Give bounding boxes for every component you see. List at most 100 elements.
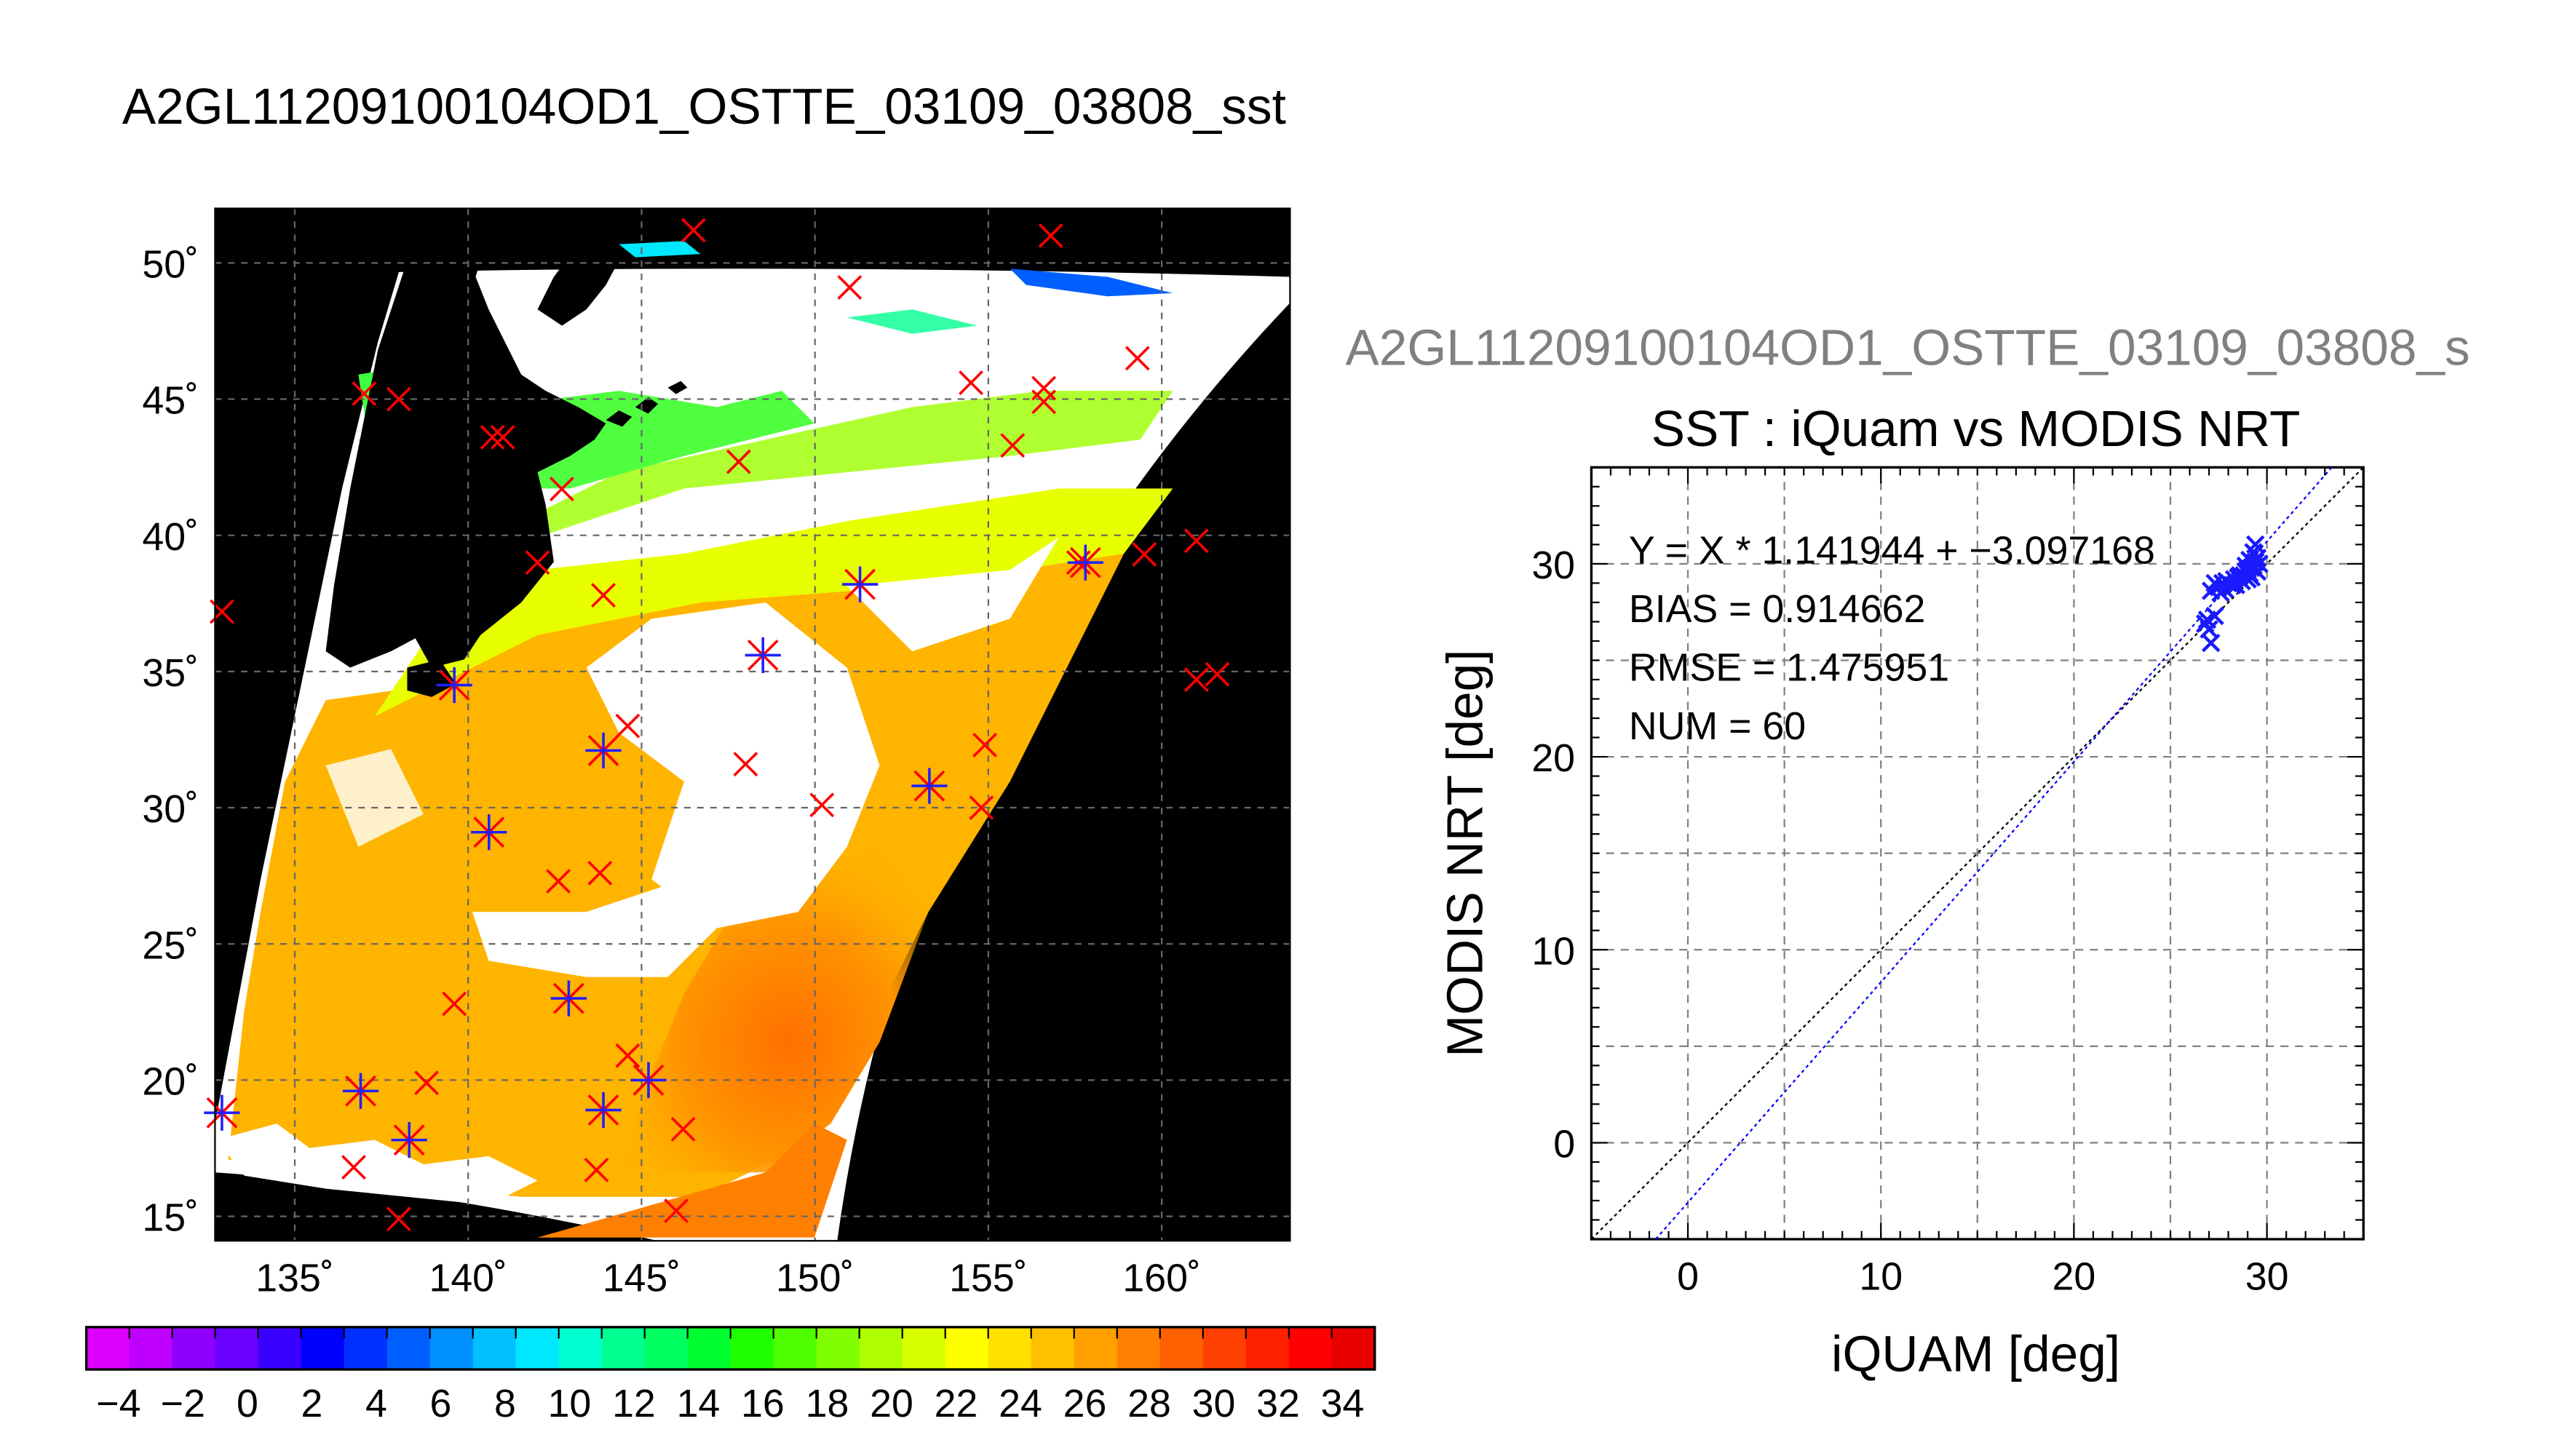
colorbar-label: −2 <box>161 1382 205 1425</box>
colorbar-cell <box>1031 1326 1075 1370</box>
red-x-marker <box>584 1158 609 1182</box>
lat-tick-label: 35˚ <box>142 651 199 695</box>
asterisk-marker <box>550 980 587 1017</box>
colorbar-cell <box>945 1326 989 1370</box>
colorbar-label: 2 <box>301 1382 322 1425</box>
scatter-ticks <box>1591 467 2364 1240</box>
colorbar-cell <box>215 1326 259 1370</box>
colorbar-cell <box>472 1326 517 1370</box>
red-x-marker <box>587 860 613 886</box>
red-x-marker <box>972 733 998 757</box>
marker-stroke <box>972 733 998 757</box>
colorbar-label: 30 <box>1192 1382 1236 1425</box>
asterisk-marker <box>630 1062 667 1099</box>
sst-hot-south <box>537 1123 847 1238</box>
colorbar-cell <box>172 1326 216 1370</box>
red-x-marker <box>681 218 706 243</box>
red-x-marker <box>809 792 835 818</box>
colorbar-label: 34 <box>1321 1382 1365 1425</box>
marker-stroke <box>809 792 835 818</box>
lon-tick-label: 150˚ <box>776 1257 854 1300</box>
lon-tick-label: 160˚ <box>1122 1257 1200 1300</box>
marker-stroke <box>969 795 994 820</box>
colorbar-label: −4 <box>96 1382 140 1425</box>
marker-stroke <box>664 1198 689 1224</box>
marker-stroke <box>1132 541 1157 567</box>
colorbar-cell <box>773 1326 817 1370</box>
marker-stroke <box>414 1070 439 1096</box>
red-x-marker <box>386 386 411 412</box>
colorbar-label: 6 <box>429 1382 451 1425</box>
sst-mid-band <box>374 488 1173 717</box>
colorbar-label: 4 <box>365 1382 387 1425</box>
point-stroke <box>2250 554 2269 573</box>
lat-tick-label: 25˚ <box>142 923 199 967</box>
x-tick-labels: 0 10 20 30 <box>1677 1254 2288 1298</box>
y-axis-label: MODIS NRT [deg] <box>1436 650 1493 1057</box>
red-x-marker <box>386 1206 411 1232</box>
red-x-marker <box>726 449 751 474</box>
red-x-marker <box>837 275 862 300</box>
colorbar-label: 18 <box>806 1382 849 1425</box>
red-x-marker <box>341 1155 366 1180</box>
marker-stroke <box>1183 667 1209 693</box>
marker-stroke <box>352 381 377 406</box>
red-x-marker <box>664 1198 689 1224</box>
lat-tick-label: 45˚ <box>142 379 199 423</box>
lon-tick-label: 155˚ <box>949 1257 1027 1300</box>
asterisk-marker <box>391 1122 427 1158</box>
marker-stroke <box>341 1155 366 1180</box>
marker-stroke <box>837 275 862 300</box>
red-x-marker <box>525 550 550 576</box>
cloud-west <box>325 749 424 847</box>
y-tick-label: 10 <box>1531 929 1575 973</box>
colorbar-cell <box>601 1326 646 1370</box>
red-x-marker <box>1031 389 1057 415</box>
red-x-marker <box>1038 223 1063 248</box>
y-tick-labels: 0 10 20 30 <box>1531 544 1575 1166</box>
red-x-marker <box>670 1116 696 1142</box>
colorbar-label: 16 <box>741 1382 785 1425</box>
marker-stroke <box>1031 389 1057 415</box>
red-x-marker <box>733 752 758 777</box>
scatter-title: SST : iQuam vs MODIS NRT <box>1651 400 2301 457</box>
asterisk-marker <box>342 1073 379 1109</box>
scatter-point <box>2226 576 2245 594</box>
colorbar-cell <box>1117 1326 1161 1370</box>
marker-stroke <box>525 550 550 576</box>
colorbar-cell <box>816 1326 860 1370</box>
sst-hot-core <box>619 846 929 1173</box>
asterisk-marker <box>436 667 472 704</box>
main-title: A2GL11209100104OD1_OSTTE_03109_03808_sst <box>122 78 1286 135</box>
scatter-supertitle: A2GL11209100104OD1_OSTTE_03109_03808_s <box>1346 319 2470 375</box>
colorbar-cell <box>515 1326 560 1370</box>
marker-stroke <box>480 424 505 450</box>
red-x-marker <box>352 381 377 406</box>
scatter-point <box>2201 633 2221 653</box>
asterisk-marker <box>204 1094 240 1131</box>
land-shikoku <box>407 659 456 697</box>
colorbar-label: 12 <box>612 1382 656 1425</box>
scatter-point <box>2245 535 2265 554</box>
red-x-marker <box>546 869 571 894</box>
colorbar-cell <box>1074 1326 1118 1370</box>
lon-tick-label: 145˚ <box>603 1257 681 1300</box>
marker-stroke <box>726 449 751 474</box>
lon-tick-label: 140˚ <box>429 1257 507 1300</box>
marker-stroke <box>615 713 641 739</box>
scatter-point <box>2215 579 2234 599</box>
red-x-marker <box>1132 541 1157 567</box>
red-x-marker <box>1000 433 1026 458</box>
point-stroke <box>2201 633 2221 653</box>
colorbar-label: 24 <box>999 1382 1042 1425</box>
marker-stroke <box>587 860 613 886</box>
scatter-gridlines <box>1591 467 2364 1240</box>
swath-edge-left <box>215 208 440 1124</box>
marker-stroke <box>386 386 411 412</box>
land-hokkaido <box>464 423 538 472</box>
red-x-marker <box>959 370 984 395</box>
colorbar-cell <box>258 1326 302 1370</box>
colorbar-cell <box>129 1326 173 1370</box>
